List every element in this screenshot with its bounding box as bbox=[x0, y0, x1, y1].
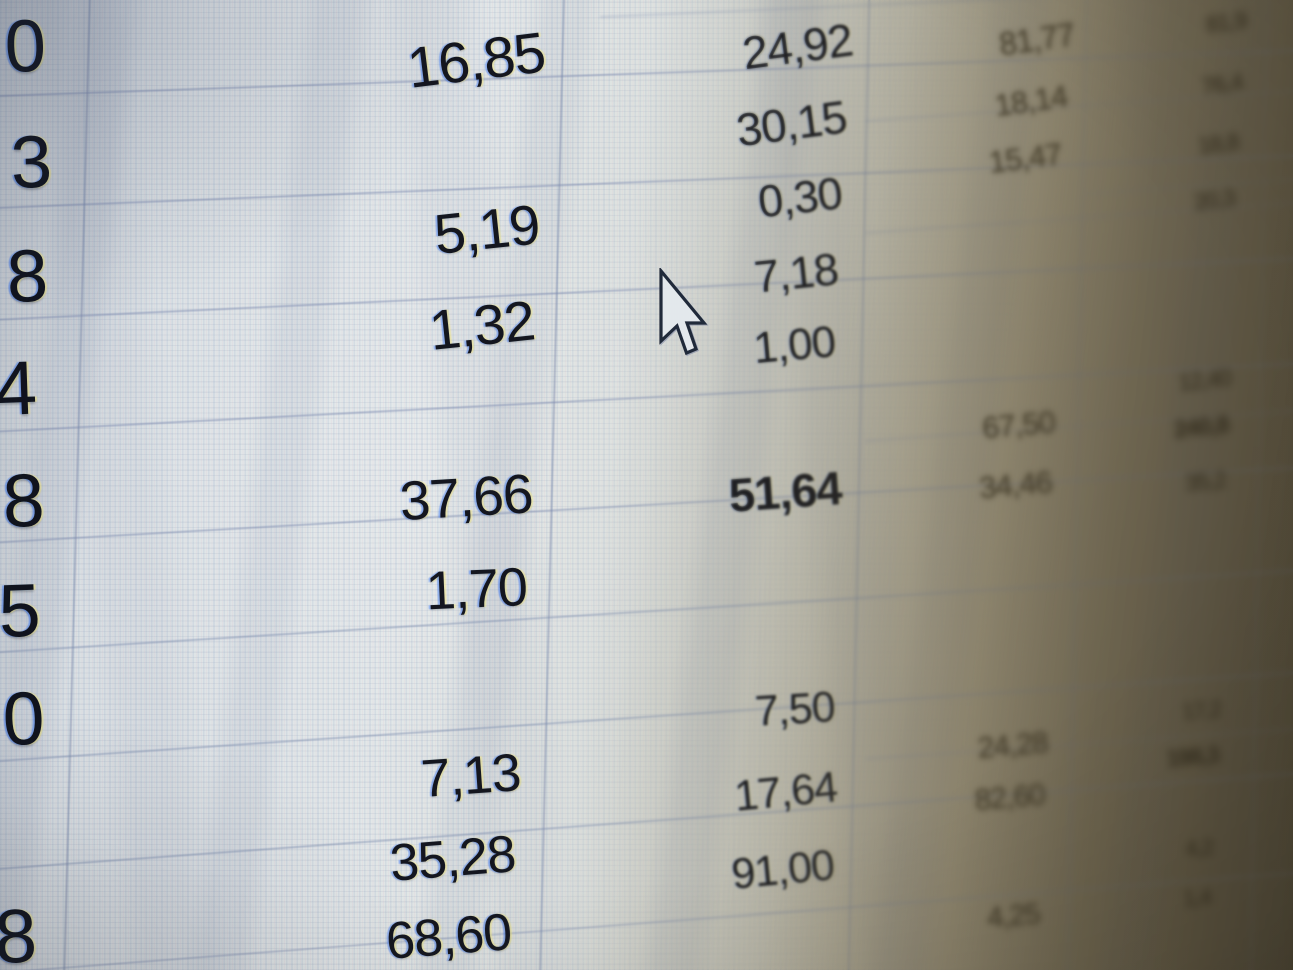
cell-r8a[interactable]: 8 bbox=[1, 457, 45, 543]
cell-r1d[interactable]: 81,77 bbox=[996, 16, 1077, 63]
cell-r4c[interactable]: 7,18 bbox=[751, 243, 841, 303]
cell-r5a[interactable]: 8 bbox=[5, 233, 49, 318]
cell-r10a[interactable]: 0 bbox=[1, 675, 45, 761]
cell-r5b[interactable]: 1,32 bbox=[426, 288, 538, 362]
cell-r8e[interactable]: 35,2 bbox=[1183, 466, 1228, 497]
cell-r13b[interactable]: 68,60 bbox=[383, 903, 514, 970]
cell-r1b[interactable]: 16,85 bbox=[403, 20, 549, 101]
cell-r8b[interactable]: 37,66 bbox=[398, 462, 535, 533]
cell-r2d[interactable]: 18,14 bbox=[992, 78, 1070, 124]
cell-r3d[interactable]: 15,47 bbox=[986, 136, 1064, 180]
mouse-cursor-icon bbox=[659, 268, 708, 356]
cell-r12e[interactable]: 4,2 bbox=[1184, 834, 1215, 862]
cell-r12d[interactable]: 82,60 bbox=[973, 778, 1047, 818]
cell-r11c[interactable]: 17,64 bbox=[732, 763, 840, 821]
cell-r3e[interactable]: 18,8 bbox=[1196, 128, 1241, 159]
cell-r11b[interactable]: 7,13 bbox=[419, 743, 523, 809]
cell-r12c[interactable]: 91,00 bbox=[729, 841, 837, 899]
cell-r7d[interactable]: 67,50 bbox=[980, 404, 1057, 446]
cell-r1e[interactable]: 81,9 bbox=[1204, 6, 1249, 38]
cell-r3c[interactable]: 0,30 bbox=[755, 167, 845, 228]
cell-r7e[interactable]: 240,8 bbox=[1172, 411, 1231, 444]
cell-r6e[interactable]: 12,40 bbox=[1177, 364, 1233, 396]
cell-r4b[interactable]: 5,19 bbox=[431, 192, 543, 266]
cell-r1c[interactable]: 24,92 bbox=[739, 13, 856, 80]
cell-r9b[interactable]: 1,70 bbox=[424, 557, 529, 622]
cell-r11d[interactable]: 24,28 bbox=[976, 726, 1050, 766]
cell-r6a[interactable]: 4 bbox=[0, 345, 38, 432]
cell-r1a[interactable]: 0 bbox=[3, 3, 47, 88]
cell-r11e[interactable]: 198,3 bbox=[1165, 741, 1221, 772]
cell-r4e[interactable]: 20,3 bbox=[1192, 184, 1237, 215]
cell-r3a[interactable]: 3 bbox=[9, 119, 53, 204]
cell-r13e[interactable]: 1,4 bbox=[1182, 884, 1213, 912]
cell-r9a[interactable]: 5 bbox=[0, 567, 41, 653]
cell-r8c[interactable]: 51,64 bbox=[727, 461, 844, 522]
cell-r10c[interactable]: 7,50 bbox=[753, 683, 837, 736]
cell-r12b[interactable]: 35,28 bbox=[387, 825, 518, 893]
cell-r13a[interactable]: 8 bbox=[0, 893, 38, 970]
cell-r2c[interactable]: 30,15 bbox=[733, 90, 850, 157]
cell-r2e[interactable]: 76,4 bbox=[1200, 68, 1245, 100]
cell-r5c[interactable]: 1,00 bbox=[751, 317, 838, 374]
cell-r10e[interactable]: 17,2 bbox=[1181, 696, 1223, 725]
cell-r13d[interactable]: 4,25 bbox=[986, 898, 1042, 935]
cell-r8d[interactable]: 34,46 bbox=[977, 464, 1054, 506]
